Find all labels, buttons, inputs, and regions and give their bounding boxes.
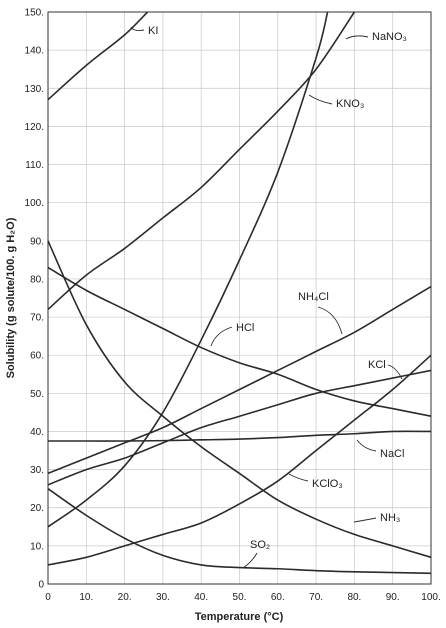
x-tick-label: 0 <box>45 592 51 603</box>
curve-kno <box>47 11 329 528</box>
leader-nhcl <box>317 306 343 335</box>
y-tick-label: 80. <box>30 274 44 285</box>
curve-nacl <box>48 430 432 442</box>
leader-kno <box>308 94 333 105</box>
label-kclo: KClO₃ <box>312 478 343 490</box>
y-tick-label: 90. <box>30 236 44 247</box>
y-tick-label: 0 <box>38 580 44 591</box>
curve-ki <box>47 11 149 101</box>
leader-kclo <box>288 473 309 482</box>
label-nh: NH₃ <box>380 512 400 524</box>
label-nacl: NaCl <box>380 448 404 460</box>
x-tick-label: 20. <box>118 592 132 603</box>
grid <box>47 11 432 585</box>
y-tick-label: 140. <box>25 46 44 57</box>
y-tick-label: 130. <box>25 84 44 95</box>
leader-nacl <box>356 439 377 452</box>
x-axis-ticks: 0 10. 20. 30. 40. 50. 60. 70. 80. 90. 100. <box>45 592 441 603</box>
x-axis-title: Temperature (°C) <box>195 611 284 623</box>
leader-so <box>242 552 258 569</box>
x-tick-label: 100. <box>421 592 440 603</box>
x-tick-label: 40. <box>194 592 208 603</box>
x-tick-label: 70. <box>309 592 323 603</box>
y-tick-label: 50. <box>30 389 44 400</box>
leader-kcl <box>387 364 403 380</box>
y-tick-label: 120. <box>25 122 44 133</box>
curve-so <box>47 488 432 575</box>
curve-hcl <box>47 266 432 417</box>
y-tick-label: 110. <box>25 160 44 171</box>
y-tick-label: 150. <box>25 8 44 19</box>
label-hcl: HCl <box>236 322 254 334</box>
label-nhcl: NH₄Cl <box>298 291 329 303</box>
curve-nhcl <box>47 285 432 475</box>
x-tick-label: 10. <box>79 592 93 603</box>
label-so: SO₂ <box>250 539 270 551</box>
x-tick-label: 60. <box>271 592 285 603</box>
y-axis-ticks: 0 10. 20. 30. 40. 50. 60. 70. 80. 90. 100. 110. 120.… <box>25 8 45 591</box>
y-tick-label: 10. <box>30 541 44 552</box>
y-axis-title: Solubility (g solute/100. g H₂O) <box>5 217 17 378</box>
leader-ki <box>130 26 145 32</box>
curve-kclo <box>47 354 432 566</box>
y-tick-label: 60. <box>30 351 44 362</box>
leader-nano <box>345 35 369 40</box>
label-ki: KI <box>148 25 158 37</box>
y-tick-label: 30. <box>30 465 44 476</box>
x-tick-label: 30. <box>156 592 170 603</box>
curve-labels: KI NaNO₃ KNO₃ NH₄Cl HCl KCl NaCl KClO₃ NH₃ SO₂ <box>130 25 407 569</box>
y-tick-label: 40. <box>30 427 44 438</box>
plot-frame <box>47 11 432 585</box>
y-tick-label: 100. <box>25 198 44 209</box>
label-kno: KNO₃ <box>336 98 364 110</box>
curve-nh <box>47 240 432 559</box>
x-tick-label: 90. <box>386 592 400 603</box>
leader-hcl <box>210 326 233 347</box>
curve-kcl <box>47 369 432 486</box>
y-tick-label: 20. <box>30 503 44 514</box>
x-tick-label: 50. <box>233 592 247 603</box>
leader-nh <box>353 517 377 523</box>
y-tick-label: 70. <box>30 313 44 324</box>
curves <box>47 11 432 575</box>
label-kcl: KCl <box>368 359 386 371</box>
label-nano: NaNO₃ <box>372 31 407 43</box>
x-tick-label: 80. <box>347 592 361 603</box>
